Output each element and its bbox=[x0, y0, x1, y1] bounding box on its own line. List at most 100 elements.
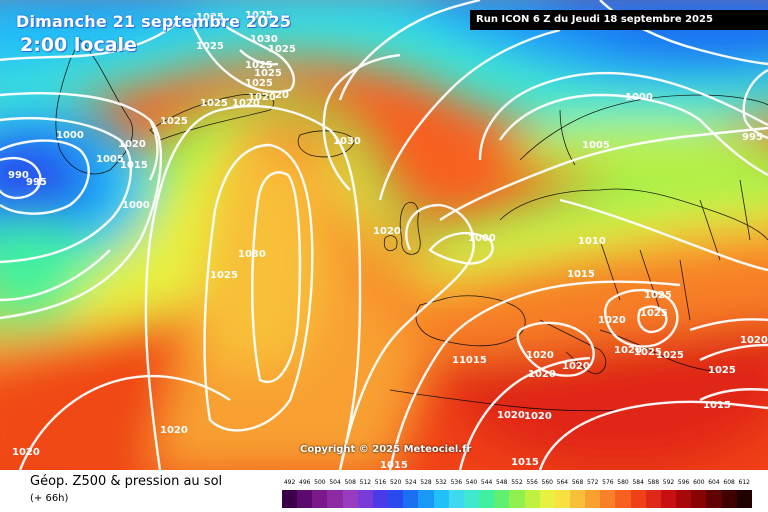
model-run-label: Run ICON 6 Z du Jeudi 18 septembre 2025 bbox=[470, 10, 768, 30]
scale-swatch bbox=[524, 490, 540, 508]
pressure-label: 1020 bbox=[373, 226, 401, 237]
scale-tick-label: 612 bbox=[738, 479, 750, 486]
pressure-label: 990 bbox=[8, 170, 29, 181]
scale-tick-label: 584 bbox=[632, 479, 644, 486]
pressure-label: 1000 bbox=[122, 200, 150, 211]
scale-tick-label: 504 bbox=[329, 479, 341, 486]
pressure-label: 1025 bbox=[656, 350, 684, 361]
geopotential-field bbox=[0, 0, 768, 470]
pressure-label: 1020 bbox=[740, 335, 768, 346]
scale-tick-label: 588 bbox=[647, 479, 660, 486]
scale-tick-label: 528 bbox=[420, 479, 432, 486]
pressure-label: 1020 bbox=[562, 361, 590, 372]
scale-swatch bbox=[706, 490, 722, 508]
pressure-label: 1020 bbox=[598, 315, 626, 326]
copyright-notice: Copyright © 2025 Meteociel.fr bbox=[300, 444, 472, 455]
scale-swatch bbox=[418, 490, 434, 508]
forecast-date: Dimanche 21 septembre 2025 bbox=[16, 12, 292, 31]
scale-swatch bbox=[388, 490, 404, 508]
scale-tick-label: 604 bbox=[708, 479, 720, 486]
scale-tick-label: 516 bbox=[374, 479, 387, 486]
scale-swatch bbox=[554, 490, 570, 508]
pressure-label: 1005 bbox=[96, 154, 124, 165]
pressure-label: 1020 bbox=[526, 350, 554, 361]
pressure-label: 1015 bbox=[511, 457, 539, 468]
scale-swatch bbox=[509, 490, 525, 508]
scale-swatch bbox=[569, 490, 586, 508]
pressure-label: 1025 bbox=[160, 116, 188, 127]
scale-tick-label: 600 bbox=[693, 479, 705, 486]
pressure-label: 1025 bbox=[245, 78, 273, 89]
scale-swatch bbox=[312, 490, 328, 508]
pressure-label: 1015 bbox=[567, 269, 595, 280]
scale-tick-label: 500 bbox=[314, 479, 326, 486]
pressure-label: 20 bbox=[275, 90, 289, 101]
scale-swatch bbox=[297, 490, 313, 508]
isobars bbox=[0, 0, 768, 470]
scale-tick-label: 576 bbox=[602, 479, 614, 486]
legend-bar: Géop. Z500 & pression au sol (+ 66h) 492… bbox=[0, 470, 768, 512]
scale-swatch bbox=[676, 490, 692, 508]
pressure-label: 1015 bbox=[120, 160, 148, 171]
scale-swatch bbox=[282, 490, 298, 508]
forecast-lead: (+ 66h) bbox=[30, 493, 69, 504]
pressure-label: 1025 bbox=[640, 308, 668, 319]
scale-swatch bbox=[357, 490, 373, 508]
color-scale-labels: 492 496 500 504 508 512 516 520 524 528 532 536 540 5… bbox=[282, 478, 752, 488]
scale-tick-label: 556 bbox=[526, 479, 538, 486]
pressure-label: 1030 bbox=[238, 249, 266, 260]
scale-tick-label: 544 bbox=[480, 479, 493, 486]
scale-tick-label: 608 bbox=[723, 479, 735, 486]
pressure-label: 1015 bbox=[703, 400, 731, 411]
pressure-label: 1015 bbox=[380, 460, 408, 470]
pressure-label: 1020 bbox=[118, 139, 146, 150]
scale-swatch bbox=[479, 490, 495, 508]
scale-swatch bbox=[585, 490, 601, 508]
scale-tick-label: 580 bbox=[617, 479, 629, 486]
scale-swatch bbox=[448, 490, 464, 508]
scale-tick-label: 548 bbox=[496, 479, 508, 486]
pressure-label: 1020 bbox=[160, 425, 188, 436]
pressure-label: 1025 bbox=[196, 12, 224, 23]
pressure-label: 1025 bbox=[200, 98, 228, 109]
pressure-label: 1020 bbox=[614, 345, 642, 356]
scale-swatch bbox=[615, 490, 631, 508]
scale-tick-label: 592 bbox=[662, 479, 675, 486]
pressure-label: 1025 bbox=[210, 270, 238, 281]
scale-swatch bbox=[403, 490, 419, 508]
scale-swatch bbox=[539, 490, 555, 508]
scale-tick-label: 572 bbox=[586, 479, 599, 486]
pressure-label: 995 bbox=[26, 177, 47, 188]
scale-swatch bbox=[645, 490, 661, 508]
pressure-label: 1020 bbox=[524, 411, 552, 422]
scale-swatch bbox=[433, 490, 449, 508]
color-scale: 492 496 500 504 508 512 516 520 524 528 532 536 540 5… bbox=[282, 478, 752, 508]
pressure-label: 1025 bbox=[268, 44, 296, 55]
scale-tick-label: 552 bbox=[511, 479, 523, 486]
scale-swatch bbox=[630, 490, 646, 508]
pressure-label: 1025 bbox=[254, 68, 282, 79]
pressure-label: 1025 bbox=[634, 347, 662, 358]
scale-swatch bbox=[660, 490, 677, 508]
scale-tick-label: 492 bbox=[283, 479, 296, 486]
scale-swatch bbox=[342, 490, 358, 508]
pressure-label: 1010 bbox=[578, 236, 606, 247]
pressure-label: 1020 bbox=[232, 98, 260, 109]
pressure-label: 1020 bbox=[528, 369, 556, 380]
pressure-label: 1025 bbox=[245, 60, 273, 71]
scale-tick-label: 508 bbox=[344, 479, 356, 486]
scale-tick-label: 568 bbox=[571, 479, 584, 486]
scale-tick-label: 496 bbox=[299, 479, 311, 486]
pressure-label: 1005 bbox=[582, 140, 610, 151]
scale-swatch bbox=[494, 490, 510, 508]
pressure-label: 1030 bbox=[250, 34, 278, 45]
pressure-label: 1020 bbox=[248, 92, 276, 103]
scale-tick-label: 520 bbox=[389, 479, 402, 486]
pressure-label: 1025 bbox=[644, 290, 672, 301]
pressure-label: 1025 bbox=[196, 41, 224, 52]
scale-tick-label: 524 bbox=[405, 479, 417, 486]
scale-tick-label: 532 bbox=[435, 479, 447, 486]
